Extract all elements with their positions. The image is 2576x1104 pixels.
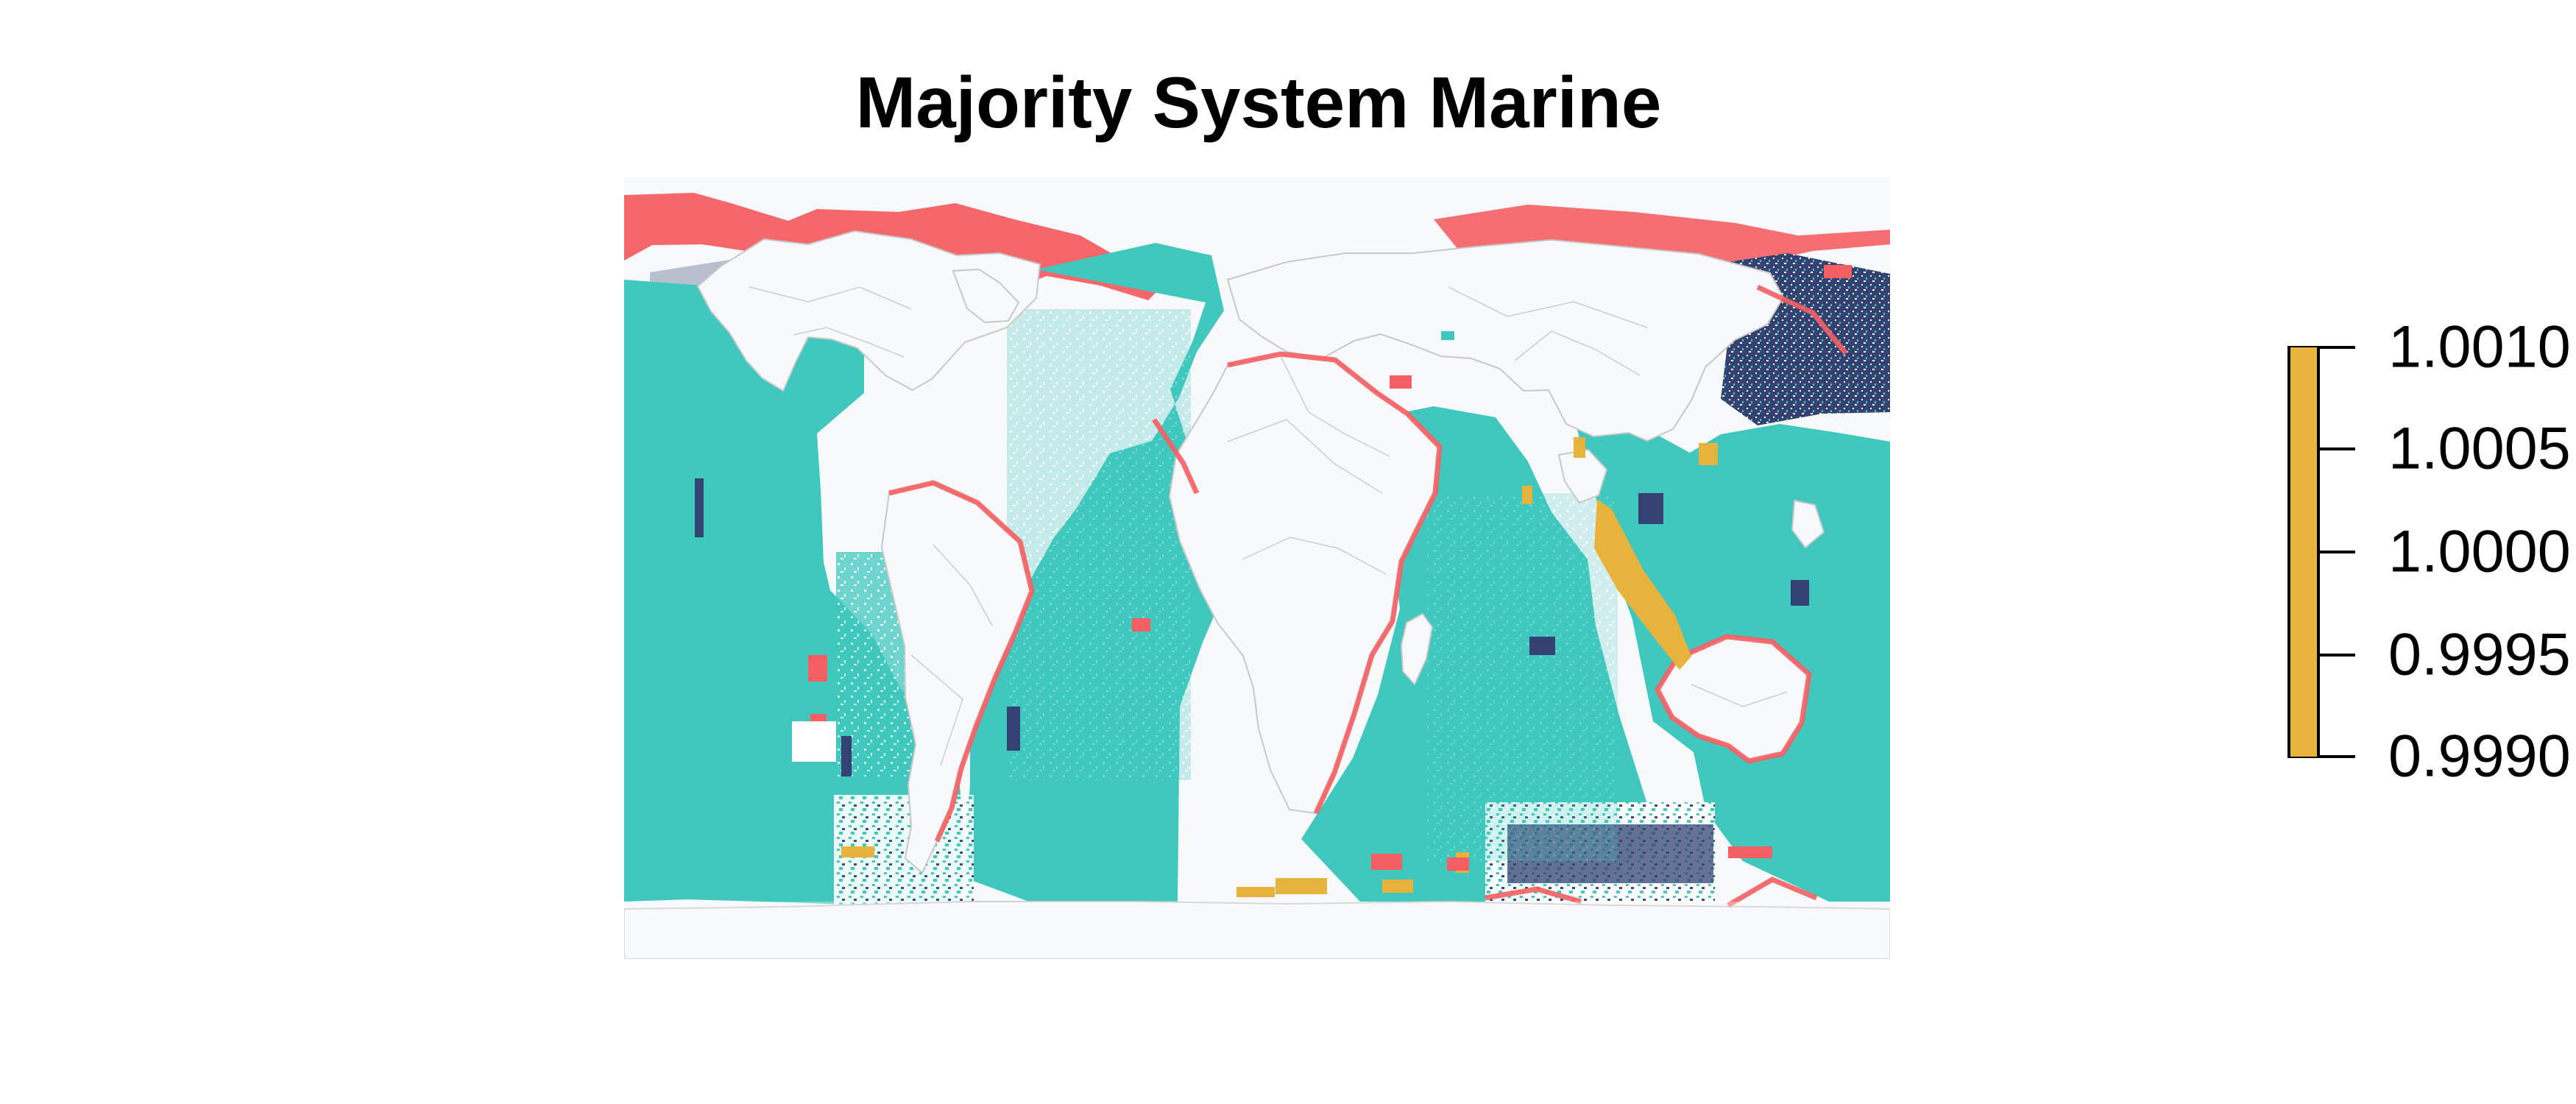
- new-guinea-approx: [1791, 499, 1825, 549]
- white-gap-south-pacific: [792, 721, 836, 762]
- coastal-red-outlines: [888, 284, 1848, 908]
- antarctica: [624, 900, 1890, 959]
- yellow-cell-6: [1522, 486, 1532, 504]
- legend-color-bar: [2287, 344, 2355, 760]
- southeast-asia-islands: [1557, 448, 1608, 504]
- legend-tick-label-2: 1.0005: [2388, 415, 2571, 482]
- yellow-cell-7: [1574, 437, 1585, 458]
- yellow-cell-4: [1382, 880, 1413, 893]
- legend-tick-label-5: 0.9990: [2388, 723, 2571, 790]
- legend: 1.0010 1.0005 1.0000 0.9995 0.9990: [2267, 317, 2576, 786]
- southern-edge-fade: [624, 902, 1890, 959]
- world-map-svg: [624, 177, 1890, 959]
- atlantic-speckle-texture: [1007, 309, 1191, 780]
- indian-speckle-texture: [1426, 493, 1618, 861]
- yellow-cell-2: [1236, 887, 1275, 897]
- country-borders: [749, 286, 1788, 766]
- madagascar: [1400, 612, 1434, 686]
- eurasia: [1226, 238, 1785, 442]
- continents: [624, 230, 1890, 959]
- legend-tick-label-4: 0.9995: [2388, 621, 2571, 688]
- yellow-cell-1: [841, 846, 874, 857]
- legend-tick-label-1: 1.0010: [2388, 314, 2571, 381]
- yellow-cell-8: [1699, 443, 1718, 465]
- map-title: Majority System Marine: [855, 62, 1662, 143]
- yellow-cell-3: [1275, 878, 1327, 894]
- greenland-approx: [952, 268, 1020, 324]
- legend-yellow-swatch: [2287, 344, 2320, 760]
- marine-system-map: [624, 177, 1890, 959]
- legend-tick-label-3: 1.0000: [2388, 518, 2571, 585]
- sumatra-yellow-band: [1594, 499, 1691, 670]
- scattered-class-cells: [695, 265, 1852, 871]
